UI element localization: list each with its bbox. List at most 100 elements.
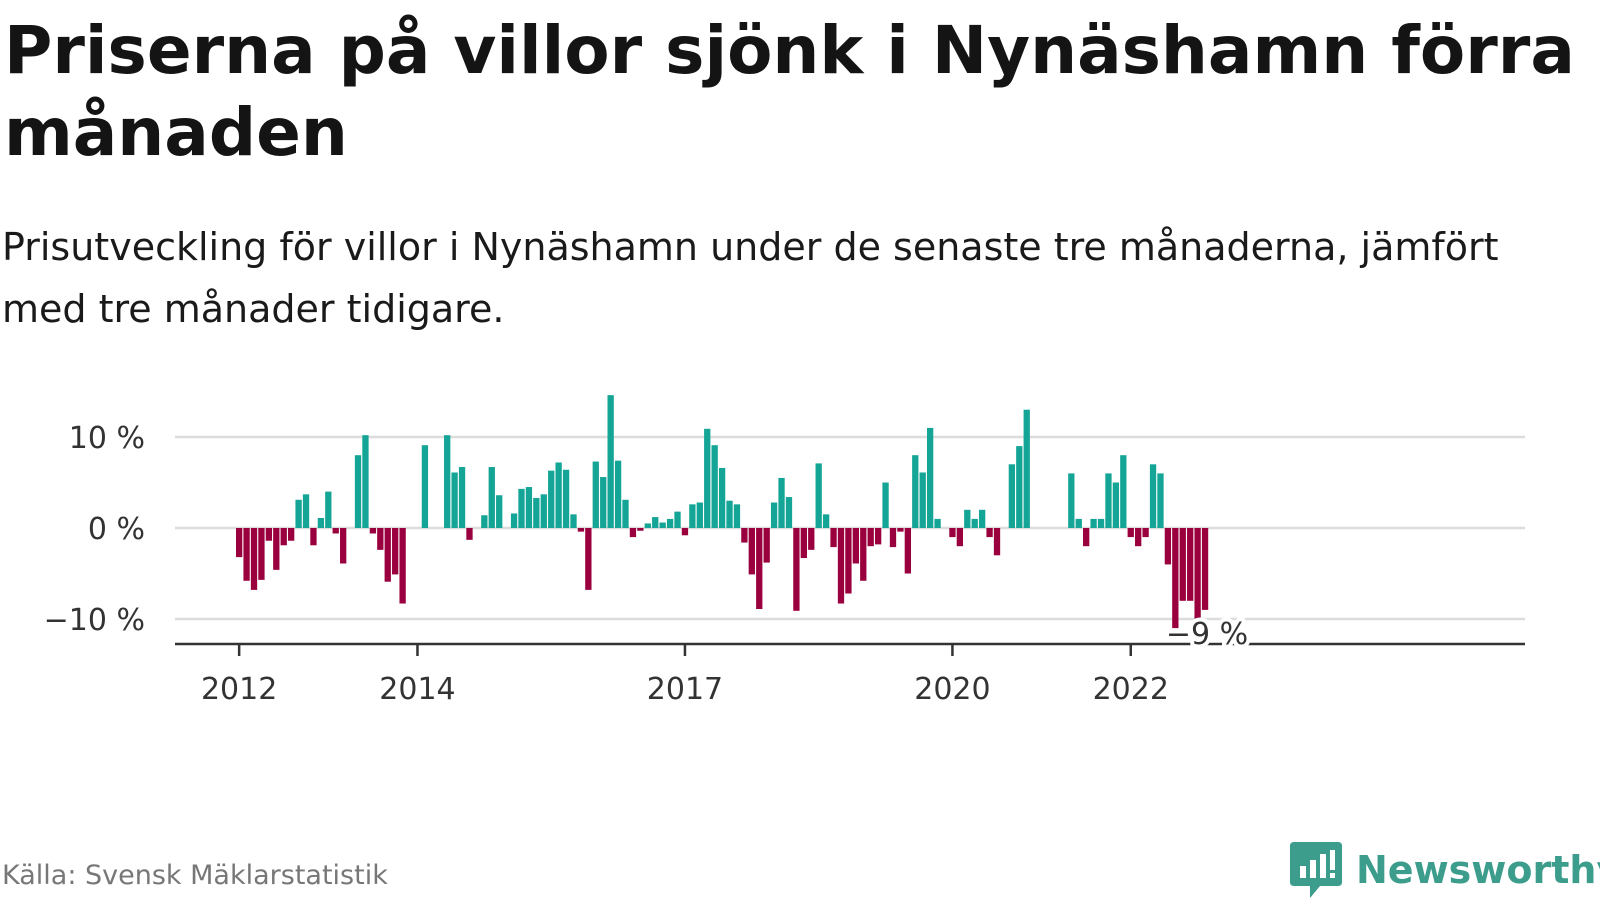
bar bbox=[696, 502, 703, 528]
bar bbox=[822, 514, 830, 528]
bar bbox=[956, 528, 964, 547]
bar bbox=[548, 470, 555, 528]
bar bbox=[718, 467, 726, 528]
bar bbox=[1187, 528, 1194, 601]
bar bbox=[689, 504, 696, 528]
x-tick-label: 2014 bbox=[379, 672, 455, 707]
bar bbox=[1157, 473, 1164, 528]
bar bbox=[1142, 528, 1149, 538]
bar bbox=[919, 472, 926, 528]
bar bbox=[421, 445, 429, 528]
bar bbox=[1016, 446, 1023, 528]
bar bbox=[317, 517, 325, 528]
newsworthy-logo-icon bbox=[1290, 842, 1342, 898]
bar bbox=[236, 528, 243, 558]
bar bbox=[540, 494, 547, 528]
bar bbox=[1127, 528, 1134, 538]
bar bbox=[644, 523, 651, 528]
y-tick-label: −10 % bbox=[44, 603, 145, 638]
bar bbox=[711, 445, 718, 528]
bar bbox=[629, 528, 637, 538]
bar bbox=[570, 514, 577, 528]
bar bbox=[993, 528, 1001, 556]
bar bbox=[926, 427, 934, 528]
bar bbox=[607, 395, 614, 528]
bar bbox=[726, 500, 733, 528]
bar bbox=[310, 528, 317, 546]
bar bbox=[837, 528, 845, 604]
bar bbox=[369, 528, 377, 534]
bar bbox=[681, 528, 689, 536]
bar bbox=[377, 528, 384, 550]
bar bbox=[325, 491, 332, 528]
y-tick-label: 0 % bbox=[88, 512, 145, 547]
bar bbox=[778, 477, 785, 528]
bar bbox=[666, 518, 674, 528]
bar bbox=[1164, 528, 1172, 565]
last-value-label: −9 % bbox=[1166, 617, 1248, 652]
bar bbox=[533, 497, 540, 528]
brand-logo: Newsworthy bbox=[1290, 840, 1600, 900]
bar bbox=[250, 528, 258, 590]
bar bbox=[934, 518, 941, 528]
bar bbox=[889, 528, 897, 548]
bar bbox=[592, 461, 599, 528]
bar bbox=[704, 428, 711, 528]
bar bbox=[874, 528, 882, 545]
bar bbox=[1112, 482, 1120, 528]
bar bbox=[1090, 518, 1097, 528]
bar bbox=[496, 495, 503, 528]
bar bbox=[1194, 528, 1201, 619]
bar bbox=[964, 509, 971, 528]
bar bbox=[793, 528, 800, 611]
bar bbox=[949, 528, 956, 538]
bar bbox=[340, 528, 347, 564]
bar bbox=[845, 528, 852, 594]
bar bbox=[808, 528, 815, 550]
bar bbox=[577, 528, 585, 532]
bar bbox=[555, 462, 562, 528]
bar bbox=[674, 511, 681, 528]
bar bbox=[1149, 464, 1157, 528]
bar bbox=[986, 528, 993, 538]
bar bbox=[741, 528, 748, 543]
bar bbox=[354, 455, 362, 528]
bar bbox=[867, 528, 874, 547]
bar bbox=[614, 460, 622, 528]
x-tick-label: 2022 bbox=[1093, 672, 1169, 707]
bar bbox=[830, 528, 837, 548]
x-tick-label: 2020 bbox=[914, 672, 990, 707]
bar bbox=[756, 528, 763, 609]
y-tick-label: 10 % bbox=[69, 421, 145, 456]
brand-name: Newsworthy bbox=[1356, 848, 1600, 892]
bar bbox=[1179, 528, 1186, 601]
bar bbox=[481, 515, 488, 528]
bar bbox=[912, 455, 919, 528]
bar bbox=[733, 504, 741, 528]
bar bbox=[1105, 473, 1112, 528]
bar bbox=[258, 528, 265, 580]
bar bbox=[770, 502, 778, 528]
bar bbox=[273, 528, 280, 570]
bar bbox=[1201, 528, 1209, 610]
bar bbox=[852, 528, 859, 564]
bar bbox=[1068, 473, 1075, 528]
bar bbox=[652, 517, 659, 528]
bar bbox=[399, 528, 406, 604]
bar bbox=[1083, 528, 1090, 547]
bar bbox=[1135, 528, 1142, 547]
bar bbox=[1008, 464, 1016, 528]
bar bbox=[525, 487, 533, 528]
bar bbox=[488, 467, 495, 528]
bar bbox=[288, 528, 295, 541]
bar bbox=[510, 513, 518, 528]
x-tick-label: 2012 bbox=[201, 672, 277, 707]
bar bbox=[622, 499, 629, 528]
bar bbox=[451, 472, 458, 528]
bar bbox=[518, 488, 525, 528]
chart-subtitle: Prisutveckling för villor i Nynäshamn un… bbox=[2, 225, 1499, 331]
bar bbox=[280, 528, 287, 546]
bar bbox=[882, 482, 889, 528]
bar bbox=[585, 528, 592, 590]
bar bbox=[1097, 518, 1105, 528]
